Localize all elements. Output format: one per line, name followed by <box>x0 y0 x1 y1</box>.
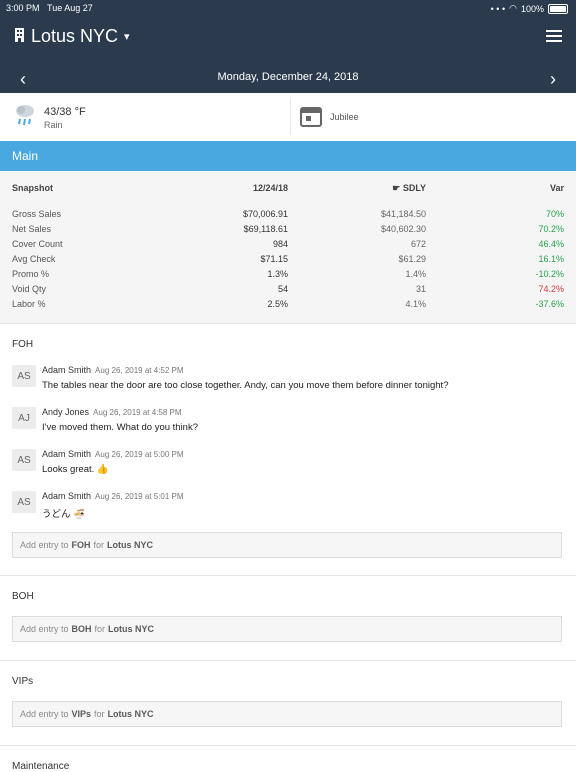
foh-title: FOH <box>12 339 34 350</box>
author-name: Andy Jones <box>42 407 90 417</box>
date-bar: ‹ Monday, December 24, 2018 › <box>0 66 576 92</box>
vips-title: VIPs <box>12 676 34 687</box>
snapshot-table: Snapshot 12/24/18 ☛ SDLY Var Gross Sales… <box>0 171 576 324</box>
next-day-button[interactable]: › <box>538 66 568 92</box>
avatar: AS <box>12 491 36 513</box>
signal-dots-icon: • • • <box>490 3 506 14</box>
avatar: AS <box>12 449 36 471</box>
app-header: Lotus NYC ▾ ‹ Monday, December 24, 2018 … <box>0 16 576 93</box>
weather-condition: Rain <box>44 119 63 130</box>
event-name: Jubilee <box>330 112 359 122</box>
calendar-icon <box>300 105 322 129</box>
status-time: 3:00 PM Tue Aug 27 <box>6 3 93 13</box>
battery-percent: 100% <box>520 3 544 14</box>
timestamp: Aug 26, 2019 at 4:52 PM <box>95 366 184 375</box>
avatar: AJ <box>12 407 36 429</box>
avatar: AS <box>12 365 36 387</box>
status-bar: 3:00 PM Tue Aug 27 • • • ◠ 100% <box>0 0 576 16</box>
author-name: Adam Smith <box>42 365 92 375</box>
divider <box>0 745 576 746</box>
timestamp: Aug 26, 2019 at 5:00 PM <box>95 450 184 459</box>
temperature: 43/38 °F <box>44 105 86 118</box>
current-date: Monday, December 24, 2018 <box>217 71 359 83</box>
timestamp: Aug 26, 2019 at 5:01 PM <box>95 492 184 501</box>
divider <box>0 660 576 661</box>
message-text: I've moved them. What do you think? <box>42 422 199 433</box>
venue-selector[interactable]: Lotus NYC ▾ <box>14 26 130 47</box>
chevron-down-icon: ▾ <box>124 31 130 43</box>
message-text: The tables near the door are too close t… <box>42 380 449 391</box>
message-text: うどん 🍜 <box>42 509 85 520</box>
author-name: Adam Smith <box>42 491 92 501</box>
venue-name: Lotus NYC <box>31 26 119 46</box>
previous-day-button[interactable]: ‹ <box>8 66 38 92</box>
building-icon <box>14 26 25 47</box>
event[interactable]: Jubilee <box>300 105 359 129</box>
hamburger-menu-icon[interactable] <box>546 30 562 42</box>
battery-icon <box>548 3 568 14</box>
compare-icon: ☛ <box>392 183 403 193</box>
timestamp: Aug 26, 2019 at 4:58 PM <box>93 408 182 417</box>
chevron-right-icon: › <box>550 68 556 89</box>
divider <box>0 575 576 576</box>
main-section-header[interactable]: Main <box>0 141 576 171</box>
author-name: Adam Smith <box>42 449 92 459</box>
status-icons: • • • ◠ 100% <box>491 3 568 14</box>
message-text: Looks great. 👍 <box>42 464 109 475</box>
divider <box>290 99 291 135</box>
add-entry-boh-input[interactable]: Add entry to BOH for Lotus NYC <box>12 616 562 642</box>
boh-title: BOH <box>12 591 34 602</box>
add-entry-foh-input[interactable]: Add entry to FOH for Lotus NYC <box>12 532 562 558</box>
info-bar: 43/38 °F Rain Jubilee <box>0 93 576 142</box>
rain-cloud-icon <box>14 103 36 132</box>
chevron-left-icon: ‹ <box>20 68 26 89</box>
weather: 43/38 °F Rain <box>14 103 86 132</box>
wifi-icon: ◠ <box>509 3 517 13</box>
maintenance-title: Maintenance <box>12 761 70 772</box>
add-entry-vips-input[interactable]: Add entry to VIPs for Lotus NYC <box>12 701 562 727</box>
